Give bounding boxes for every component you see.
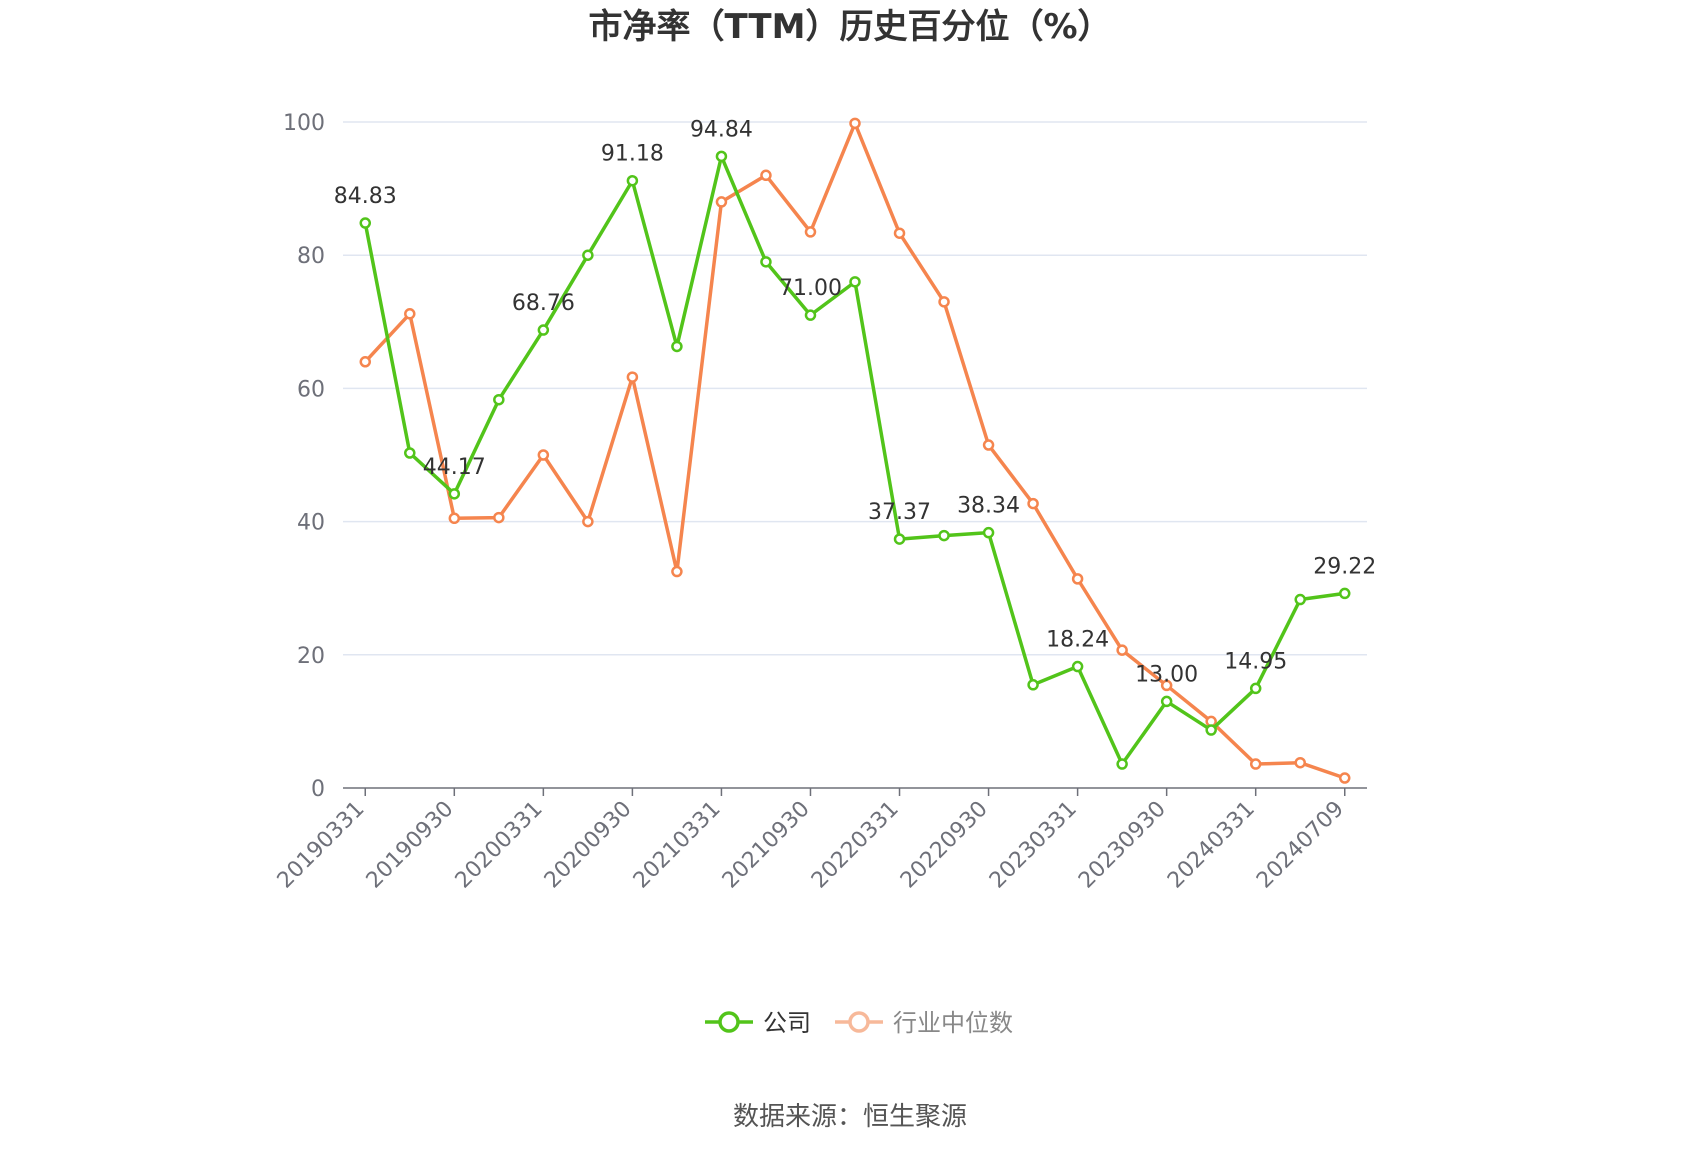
data-point[interactable] xyxy=(893,533,906,545)
data-point[interactable] xyxy=(893,227,906,239)
data-label: 71.00 xyxy=(779,276,842,301)
data-point[interactable] xyxy=(671,565,683,578)
data-point[interactable] xyxy=(626,371,639,383)
data-point[interactable] xyxy=(1338,772,1351,784)
data-point[interactable] xyxy=(1071,660,1084,673)
x-tick-label: 20230930 xyxy=(1074,797,1171,894)
grid-lines xyxy=(343,121,1367,656)
legend-label: 行业中位数 xyxy=(893,1009,1013,1037)
data-point[interactable] xyxy=(671,340,683,353)
legend-marker xyxy=(848,1011,870,1033)
y-tick-label: 20 xyxy=(297,644,325,669)
x-tick-label: 20200930 xyxy=(540,797,637,894)
data-point[interactable] xyxy=(849,276,861,288)
data-point[interactable] xyxy=(804,309,817,321)
y-tick-label: 0 xyxy=(311,777,325,802)
data-point[interactable] xyxy=(938,296,950,308)
data-label: 18.24 xyxy=(1046,628,1109,653)
x-tick-label: 20220930 xyxy=(896,797,993,894)
data-label: 91.18 xyxy=(601,142,664,167)
legend-item-1[interactable]: 行业中位数 xyxy=(835,1009,1013,1037)
data-point[interactable] xyxy=(938,529,950,542)
y-tick-label: 100 xyxy=(283,111,325,136)
data-point[interactable] xyxy=(404,447,416,459)
data-point[interactable] xyxy=(582,515,594,528)
legend-item-0[interactable]: 公司 xyxy=(705,1009,811,1037)
x-tick-label: 20240331 xyxy=(1163,797,1260,894)
data-point[interactable] xyxy=(1116,644,1128,656)
data-label: 37.37 xyxy=(868,500,931,525)
data-point[interactable] xyxy=(760,169,772,182)
data-point[interactable] xyxy=(1294,756,1306,769)
data-label: 44.17 xyxy=(423,455,486,480)
x-tick-label: 20210930 xyxy=(718,797,815,894)
data-point[interactable] xyxy=(1027,679,1039,691)
data-point[interactable] xyxy=(1116,758,1128,770)
legend-label: 公司 xyxy=(763,1009,811,1037)
data-point[interactable] xyxy=(537,324,550,336)
data-point[interactable] xyxy=(537,449,550,461)
y-tick-label: 40 xyxy=(297,511,325,536)
y-tick-label: 60 xyxy=(297,377,325,402)
data-point[interactable] xyxy=(1294,593,1306,606)
data-point[interactable] xyxy=(493,393,505,406)
x-tick-label: 20190930 xyxy=(362,797,459,894)
data-point[interactable] xyxy=(359,217,372,229)
legend-marker xyxy=(718,1011,740,1033)
data-point[interactable] xyxy=(1205,724,1217,736)
data-point[interactable] xyxy=(582,249,594,261)
x-tick-label: 20210331 xyxy=(629,797,726,894)
data-point[interactable] xyxy=(1027,497,1039,510)
data-point[interactable] xyxy=(849,117,861,130)
legend[interactable]: 公司 行业中位数 xyxy=(705,1009,1013,1037)
axes: 0 20 40 60 80 100 2019033120190930202003312020… xyxy=(273,111,1367,893)
data-point[interactable] xyxy=(1249,758,1262,770)
data-point[interactable] xyxy=(760,256,772,268)
data-point[interactable] xyxy=(1338,587,1351,600)
series-lines xyxy=(359,117,1351,784)
x-tick-label: 20220331 xyxy=(807,797,904,894)
data-point[interactable] xyxy=(1071,573,1084,585)
x-tick-label: 20200331 xyxy=(451,797,548,894)
data-point[interactable] xyxy=(715,150,728,163)
data-label: 84.83 xyxy=(334,184,397,209)
data-label: 13.00 xyxy=(1135,662,1198,687)
x-tick-label: 20190331 xyxy=(273,797,370,894)
source-note: 数据来源：恒生聚源 xyxy=(733,1102,967,1132)
data-point[interactable] xyxy=(1160,679,1173,692)
data-point[interactable] xyxy=(804,226,817,238)
y-tick-label: 80 xyxy=(297,244,325,269)
x-tick-label: 20230331 xyxy=(985,797,1082,894)
x-tick-label: 20240709 xyxy=(1252,797,1349,894)
data-labels: 84.83 44.17 68.76 91.18 94.84 71.00 37.37 38.34… xyxy=(334,117,1376,687)
data-point[interactable] xyxy=(982,439,995,451)
data-label: 29.22 xyxy=(1313,554,1376,579)
data-point[interactable] xyxy=(1160,695,1173,708)
data-point[interactable] xyxy=(715,196,728,208)
data-point[interactable] xyxy=(359,356,372,368)
data-label: 14.95 xyxy=(1224,649,1287,674)
data-point[interactable] xyxy=(626,174,639,187)
data-point[interactable] xyxy=(493,511,505,524)
data-point[interactable] xyxy=(448,512,461,525)
data-point[interactable] xyxy=(404,308,416,320)
chart-title: 市净率（TTM）历史百分位（%） xyxy=(588,7,1111,47)
data-point[interactable] xyxy=(448,488,461,500)
data-label: 68.76 xyxy=(512,291,575,316)
data-label: 94.84 xyxy=(690,117,753,142)
data-label: 38.34 xyxy=(957,494,1020,519)
data-point[interactable] xyxy=(982,526,995,539)
data-point[interactable] xyxy=(1249,682,1262,695)
